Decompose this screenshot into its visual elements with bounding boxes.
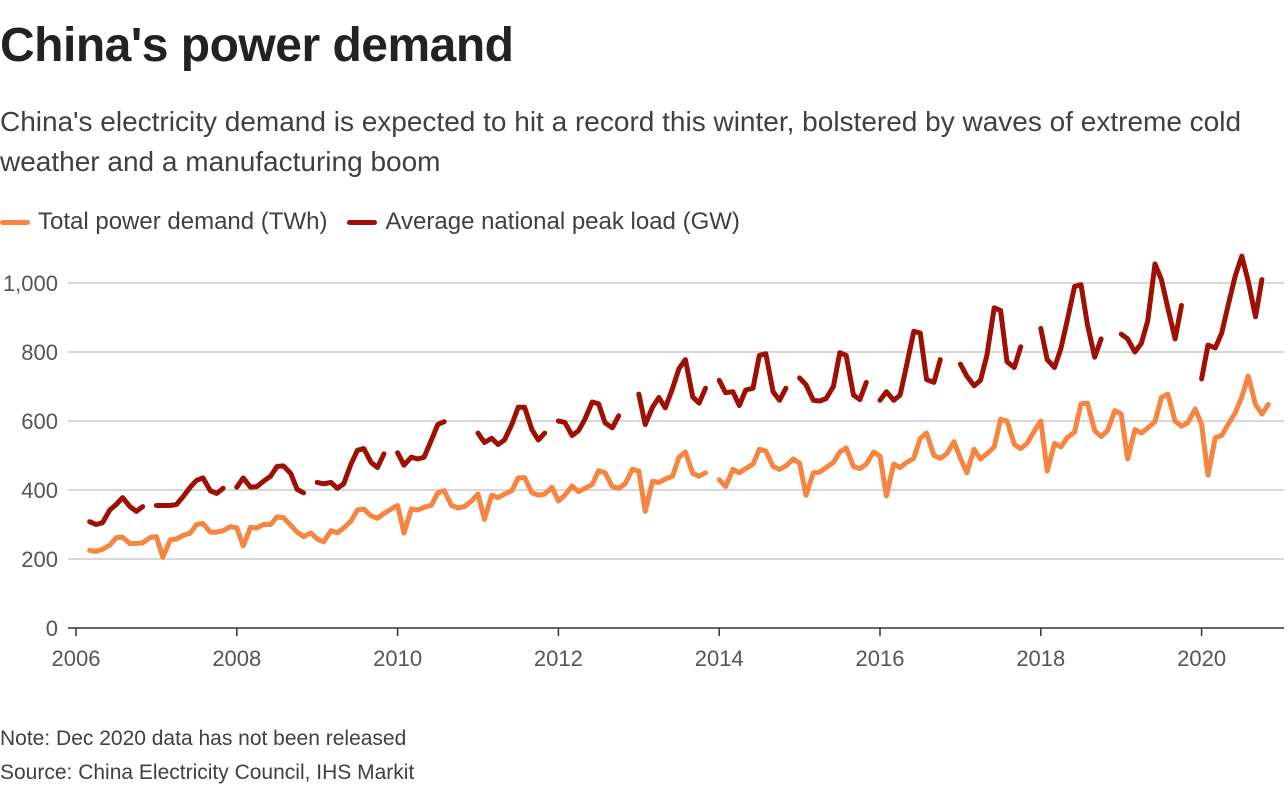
y-tick-label-200: 200 [21, 547, 58, 572]
y-tick-label-400: 400 [21, 478, 58, 503]
x-tick-label-2008: 2008 [212, 646, 261, 671]
chart-title: China's power demand [0, 19, 514, 72]
series-line-peak-load-segment-7 [636, 357, 708, 427]
x-tick-label-2020: 2020 [1177, 646, 1226, 671]
series-line-peak-load-segment-13 [1118, 261, 1184, 355]
legend-item-peak-load: Average national peak load (GW) [347, 208, 740, 236]
chart-note: Note: Dec 2020 data has not been release… [0, 727, 407, 750]
line-chart: 0 200 400 600 800 1,000 2006 2008 2010 2012 2014 20… [3, 253, 1284, 671]
series-line-total-demand-segment-1 [716, 373, 1271, 499]
series-line-peak-load-segment-4 [395, 419, 447, 468]
x-tick-label-2010: 2010 [373, 646, 422, 671]
legend-swatch-total-demand [0, 219, 30, 225]
legend: Total power demand (TWh) Average nationa… [0, 205, 760, 239]
chart-subtitle: China's electricity demand is expected t… [0, 106, 1242, 177]
series-line-peak-load-segment-3 [314, 446, 387, 491]
series-line-peak-load-segment-10 [877, 328, 943, 403]
series-line-peak-load-segment-9 [797, 350, 869, 404]
series-line-peak-load-segment-14 [1199, 253, 1265, 382]
x-tick-label-2006: 2006 [52, 646, 101, 671]
chart-source: Source: China Electricity Council, IHS M… [0, 761, 415, 784]
series-line-peak-load-segment-11 [957, 305, 1024, 389]
y-tick-label-0: 0 [46, 616, 58, 641]
y-tick-label-1000: 1,000 [3, 271, 58, 296]
x-tick-label-2016: 2016 [856, 646, 905, 671]
legend-item-total-demand: Total power demand (TWh) [0, 208, 327, 236]
x-tick-label-2014: 2014 [695, 646, 744, 671]
series-line-peak-load-segment-1 [153, 475, 226, 508]
legend-label-total-demand: Total power demand (TWh) [38, 208, 328, 235]
x-tick-label-2012: 2012 [534, 646, 583, 671]
legend-swatch-peak-load [347, 219, 378, 225]
series-line-peak-load-segment-6 [555, 399, 622, 438]
series-line-peak-load-segment-8 [716, 351, 789, 408]
y-tick-label-800: 800 [21, 340, 58, 365]
axes: 0 200 400 600 800 1,000 2006 2008 2010 2012 2014 20… [3, 271, 1284, 671]
series-line-peak-load-segment-12 [1038, 282, 1104, 370]
legend-label-peak-load: Average national peak load (GW) [385, 208, 740, 235]
x-tick-label-2018: 2018 [1016, 646, 1065, 671]
series-line-peak-load-segment-5 [475, 404, 548, 447]
series-line-peak-load-segment-2 [234, 463, 306, 496]
series-line-total-demand-segment-0 [87, 449, 708, 560]
series-line-peak-load-segment-0 [87, 495, 146, 527]
gridlines [68, 282, 1284, 560]
series-lines [87, 253, 1271, 560]
y-tick-label-600: 600 [21, 409, 58, 434]
